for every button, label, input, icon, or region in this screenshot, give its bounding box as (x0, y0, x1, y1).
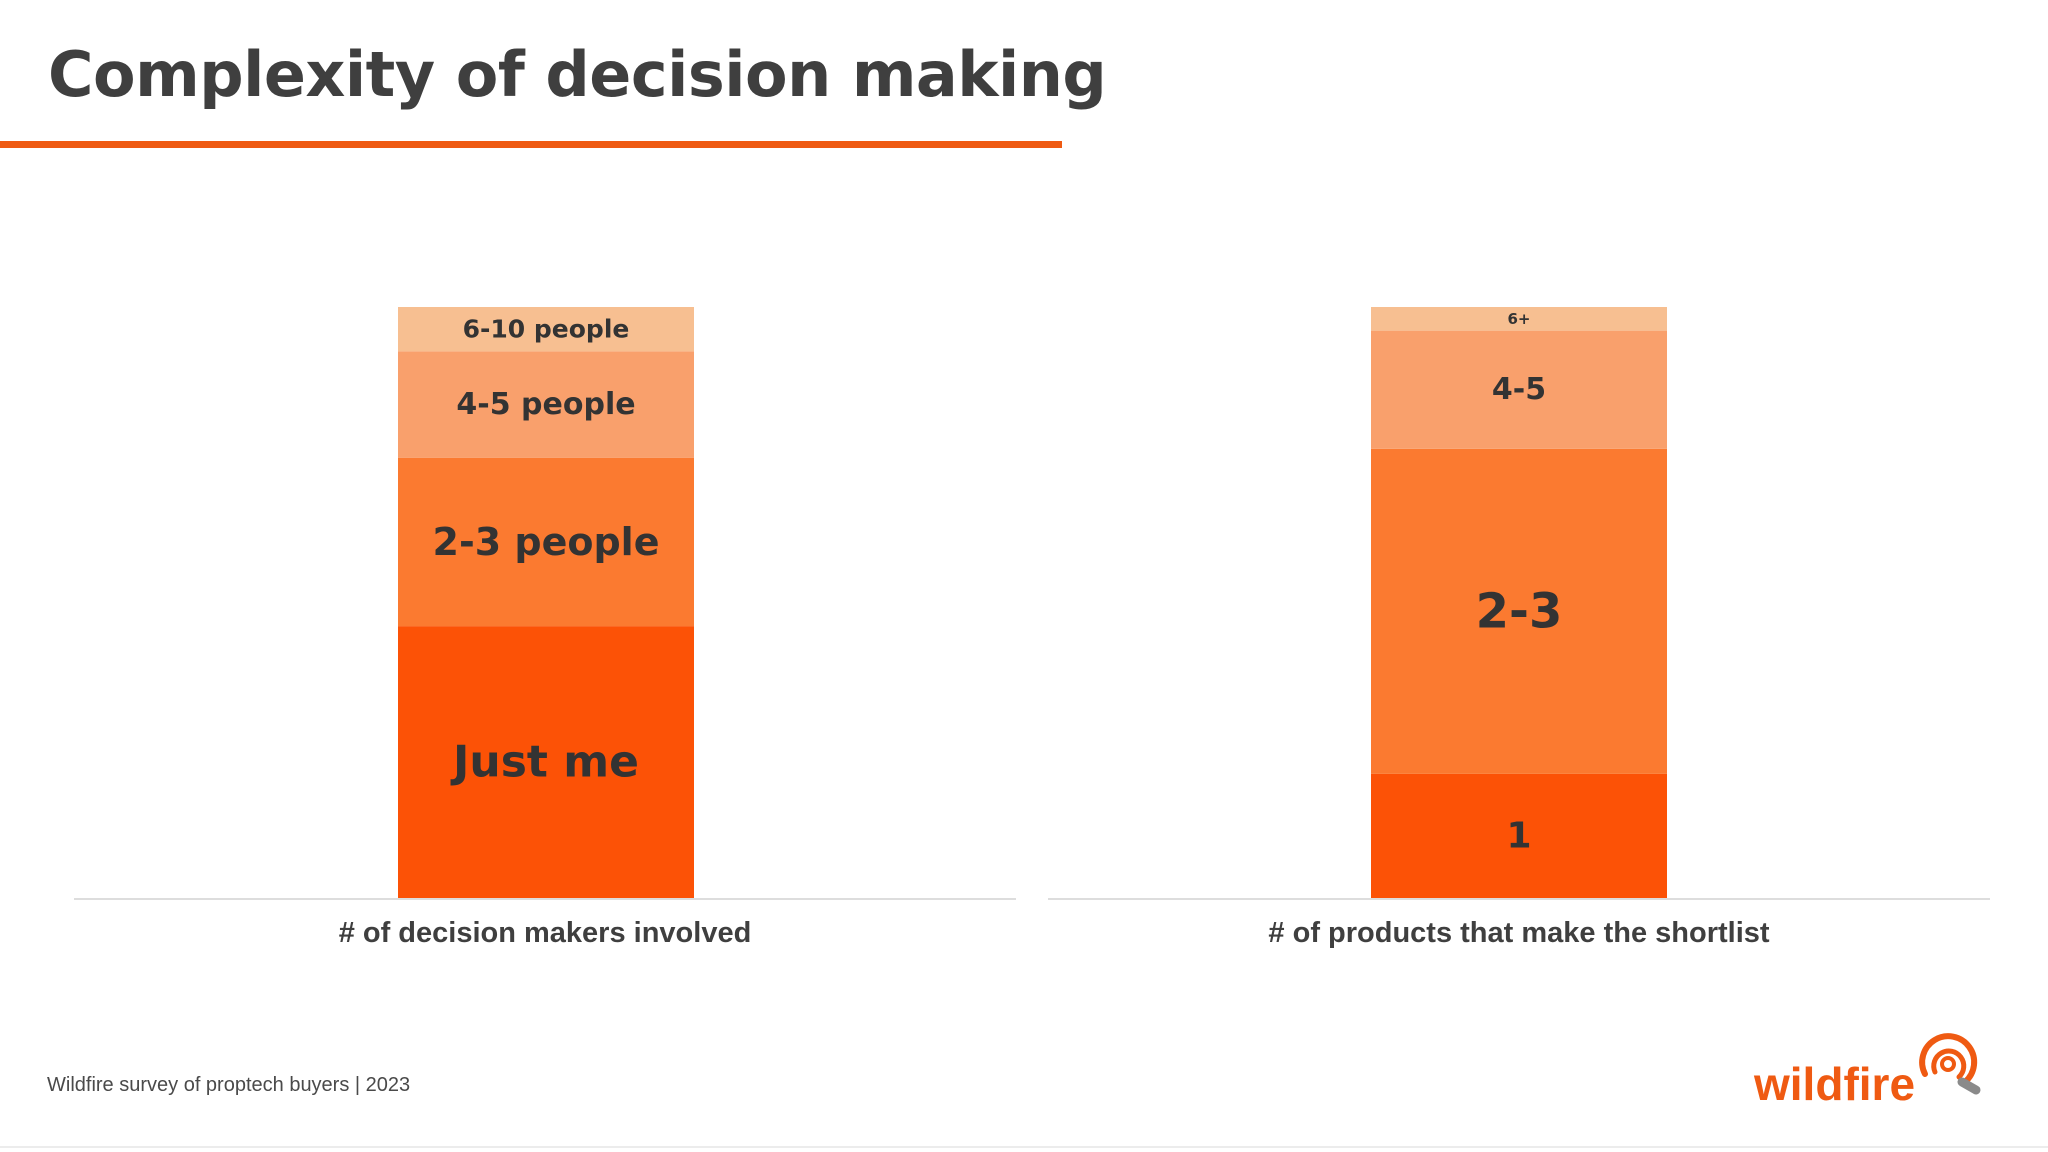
bar-segment (1371, 307, 1667, 331)
bar-segment (1371, 773, 1667, 898)
segment-label: 4-5 (1492, 372, 1546, 407)
segment-label: 2-3 (1476, 583, 1563, 639)
x-axis-label: # of decision makers involved (339, 917, 752, 949)
logo-wordmark: wildfire (1753, 1058, 1915, 1110)
wildfire-logo: wildfire (1753, 1033, 1981, 1110)
bar-segment (398, 457, 694, 627)
title-underline (0, 141, 1062, 148)
segment-label: Just me (450, 737, 639, 788)
segment-label: 4-5 people (456, 387, 635, 422)
bar-segment (1371, 330, 1667, 449)
segment-label: 6-10 people (463, 315, 630, 344)
footer-source: Wildfire survey of proptech buyers | 202… (47, 1074, 411, 1096)
bar-segment (1371, 448, 1667, 774)
stacked-bar-chart-2: 1 2-3 4-5 6+ # of products that make the sho… (1048, 307, 1990, 949)
slide-title: Complexity of decision making (48, 38, 1107, 111)
stacked-bar-chart-1: Just me 2-3 people 4-5 people 6-10 people # … (74, 307, 1016, 949)
x-axis-label: # of products that make the shortlist (1268, 917, 1769, 949)
bottom-rule (0, 1146, 2048, 1148)
bar-segment (398, 351, 694, 458)
segment-label: 2-3 people (433, 520, 660, 564)
signal-icon (1919, 1033, 1981, 1095)
bar-segment (398, 307, 694, 352)
bar-segment (398, 626, 694, 898)
segment-label: 6+ (1507, 310, 1530, 328)
charts-area: Just me 2-3 people 4-5 people 6-10 people # … (74, 307, 1990, 949)
segment-label: 1 (1506, 815, 1531, 856)
